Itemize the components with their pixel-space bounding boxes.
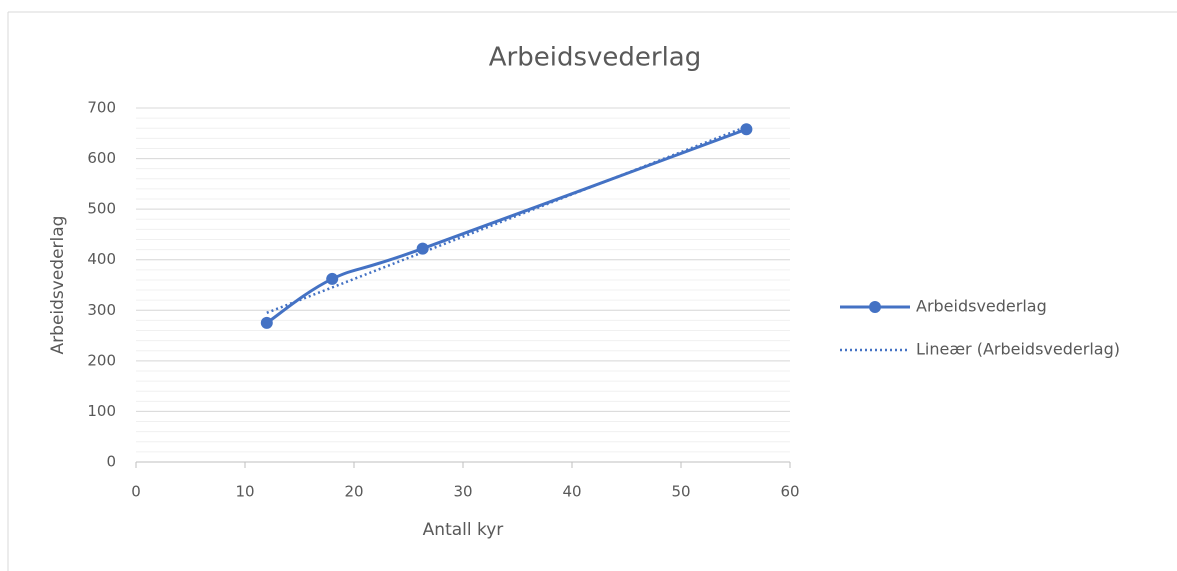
y-tick-label: 500 [87, 200, 116, 218]
y-tick-label: 400 [87, 250, 116, 268]
y-tick-label: 600 [87, 149, 116, 167]
y-tick-label: 300 [87, 301, 116, 319]
legend-label: Lineær (Arbeidsvederlag) [916, 340, 1120, 359]
x-tick-label: 60 [780, 483, 799, 501]
chart-title: Arbeidsvederlag [489, 43, 701, 73]
x-tick-label: 10 [235, 483, 254, 501]
y-tick-label: 0 [106, 453, 116, 471]
data-point [740, 123, 753, 136]
data-point [260, 316, 273, 329]
y-tick-label: 100 [87, 402, 116, 420]
data-point [416, 242, 429, 255]
x-tick-label: 30 [453, 483, 472, 501]
x-axis-label: Antall kyr [423, 520, 504, 540]
legend-marker [869, 301, 881, 313]
x-tick-label: 0 [131, 483, 141, 501]
x-tick-label: 40 [562, 483, 581, 501]
y-tick-label: 700 [87, 99, 116, 117]
data-point [326, 272, 339, 285]
x-tick-label: 50 [671, 483, 690, 501]
legend-label: Arbeidsvederlag [916, 297, 1047, 316]
trendline [266, 125, 747, 314]
y-axis-label: Arbeidsvederlag [48, 216, 68, 355]
y-tick-label: 200 [87, 351, 116, 369]
x-tick-label: 20 [344, 483, 363, 501]
